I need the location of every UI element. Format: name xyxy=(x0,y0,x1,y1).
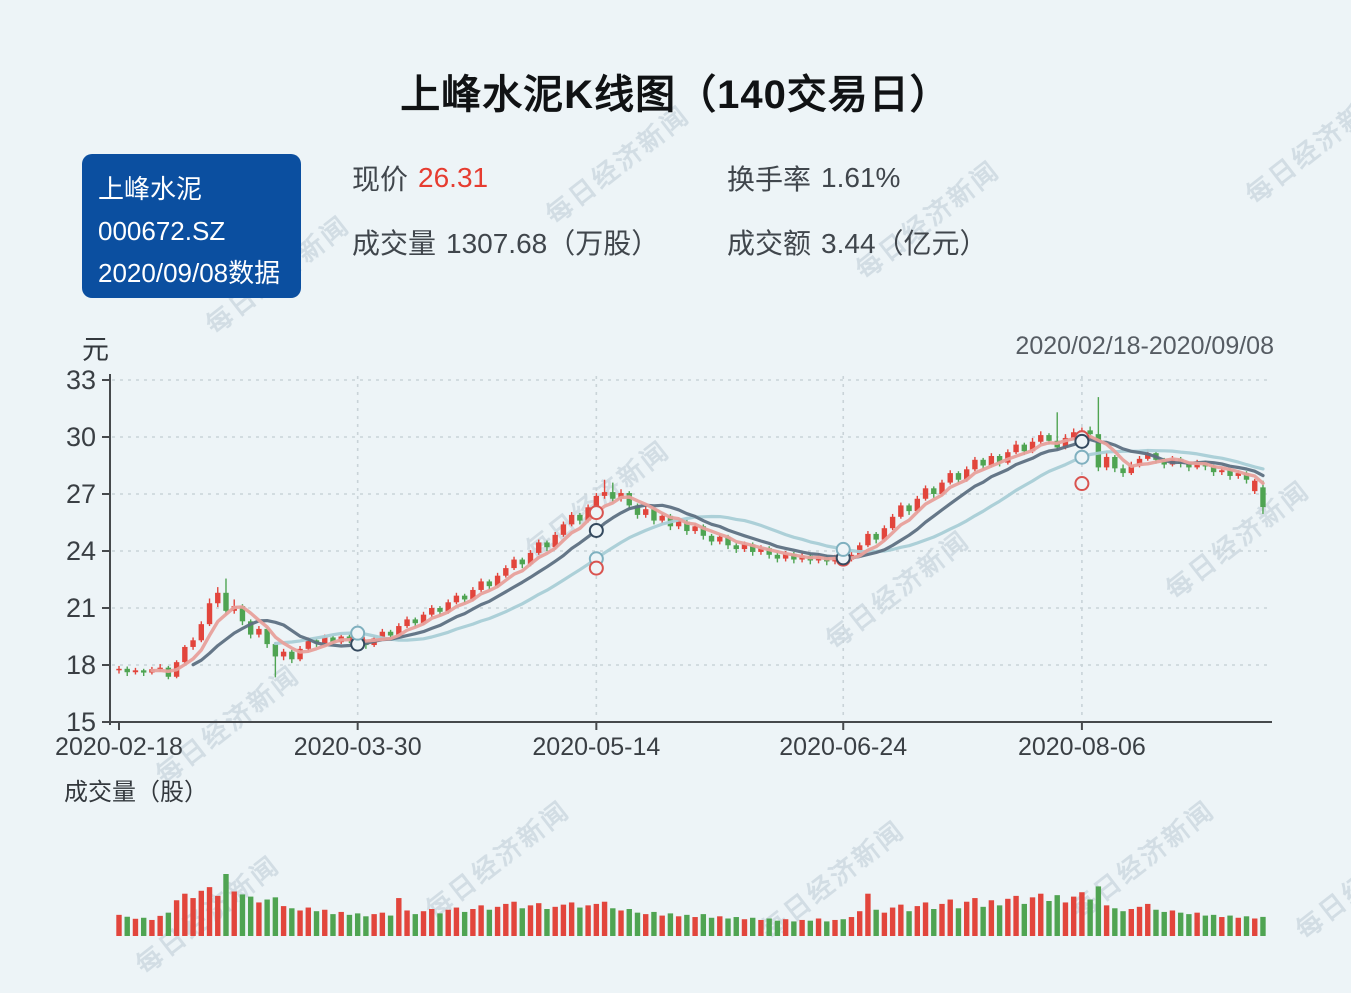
trade-volume-label: 成交量 xyxy=(352,228,437,259)
data-date: 2020/09/08数据 xyxy=(98,258,281,288)
turnover-rate: 换手率 1.61% xyxy=(727,158,900,198)
svg-text:2020-03-30: 2020-03-30 xyxy=(294,733,422,761)
trade-amount-label: 成交额 xyxy=(727,228,812,259)
svg-text:15: 15 xyxy=(66,707,96,737)
stats-panel: 现价 26.31 换手率 1.61% 成交量 1307.68（万股） 成交额 3… xyxy=(352,160,988,288)
trade-volume-value: 1307.68（万股） xyxy=(446,228,660,259)
svg-text:27: 27 xyxy=(66,479,96,509)
stock-name: 上峰水泥 xyxy=(98,174,203,204)
svg-text:2020-08-06: 2020-08-06 xyxy=(1018,733,1146,761)
svg-text:33: 33 xyxy=(66,365,96,395)
svg-text:24: 24 xyxy=(66,536,96,566)
y-axis-unit-label: 元 xyxy=(82,335,109,365)
page-title: 上峰水泥K线图（140交易日） xyxy=(400,73,951,117)
stock-info-box: 上峰水泥 000672.SZ 2020/09/08数据 xyxy=(82,154,301,298)
date-range-label: 2020/02/18-2020/09/08 xyxy=(1015,332,1274,360)
svg-text:2020-06-24: 2020-06-24 xyxy=(779,733,907,761)
trade-volume: 成交量 1307.68（万股） xyxy=(352,222,727,262)
volume-axis-label: 成交量（股） xyxy=(64,779,208,806)
trade-amount-value: 3.44（亿元） xyxy=(821,228,988,259)
stock-code: 000672.SZ xyxy=(98,216,226,246)
trade-amount: 成交额 3.44（亿元） xyxy=(727,222,988,262)
svg-text:2020-05-14: 2020-05-14 xyxy=(532,733,660,761)
current-price-value: 26.31 xyxy=(418,162,489,193)
turnover-rate-value: 1.61% xyxy=(821,162,901,193)
svg-text:21: 21 xyxy=(66,593,96,623)
svg-text:18: 18 xyxy=(66,650,96,680)
turnover-rate-label: 换手率 xyxy=(727,164,812,195)
current-price: 现价 26.31 xyxy=(352,158,727,198)
svg-text:30: 30 xyxy=(66,422,96,452)
current-price-label: 现价 xyxy=(352,164,409,195)
svg-text:2020-02-18: 2020-02-18 xyxy=(55,733,183,761)
